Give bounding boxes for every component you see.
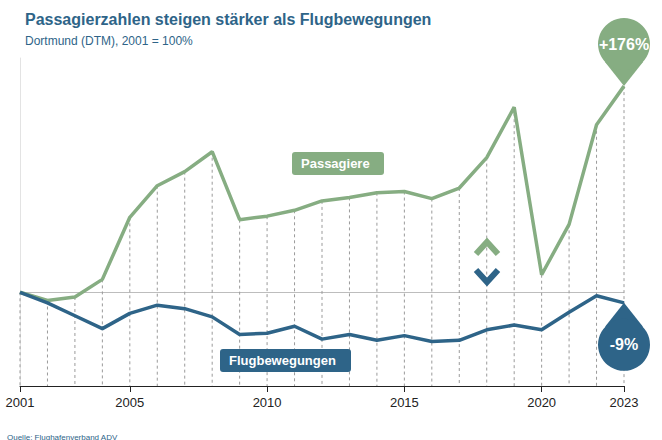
svg-text:2023: 2023 <box>610 395 639 410</box>
svg-text:2005: 2005 <box>115 395 144 410</box>
svg-text:2020: 2020 <box>527 395 556 410</box>
svg-text:2010: 2010 <box>253 395 282 410</box>
svg-text:Quelle: Flughafenverband ADV: Quelle: Flughafenverband ADV <box>7 433 118 440</box>
svg-text:Dortmund (DTM), 2001 = 100%: Dortmund (DTM), 2001 = 100% <box>25 34 193 48</box>
svg-text:+176%: +176% <box>599 36 649 53</box>
svg-text:Flugbewegungen: Flugbewegungen <box>229 353 336 368</box>
svg-text:Passagierzahlen steigen stärke: Passagierzahlen steigen stärker als Flug… <box>25 11 431 28</box>
svg-text:2015: 2015 <box>390 395 419 410</box>
svg-text:2001: 2001 <box>6 395 35 410</box>
svg-text:-9%: -9% <box>610 336 638 353</box>
svg-text:Passagiere: Passagiere <box>301 156 370 171</box>
